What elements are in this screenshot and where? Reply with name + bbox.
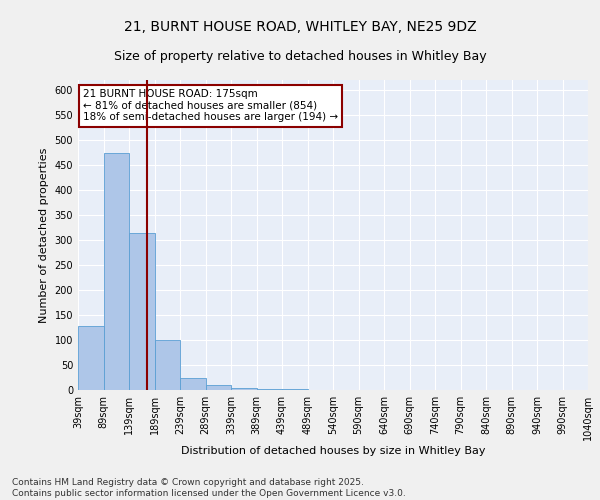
Bar [78, 326, 104, 390]
Bar [257, 389, 282, 390]
Bar [231, 388, 257, 390]
Bar [104, 152, 129, 390]
Text: Contains HM Land Registry data © Crown copyright and database right 2025.
Contai: Contains HM Land Registry data © Crown c… [12, 478, 406, 498]
Y-axis label: Number of detached properties: Number of detached properties [39, 148, 49, 322]
Text: 21, BURNT HOUSE ROAD, WHITLEY BAY, NE25 9DZ: 21, BURNT HOUSE ROAD, WHITLEY BAY, NE25 … [124, 20, 476, 34]
X-axis label: Distribution of detached houses by size in Whitley Bay: Distribution of detached houses by size … [181, 446, 485, 456]
Bar [205, 385, 231, 390]
Bar [129, 232, 155, 390]
Bar [282, 389, 308, 390]
Bar [155, 340, 180, 390]
Bar [180, 378, 205, 390]
Text: 21 BURNT HOUSE ROAD: 175sqm
← 81% of detached houses are smaller (854)
18% of se: 21 BURNT HOUSE ROAD: 175sqm ← 81% of det… [83, 90, 338, 122]
Text: Size of property relative to detached houses in Whitley Bay: Size of property relative to detached ho… [113, 50, 487, 63]
